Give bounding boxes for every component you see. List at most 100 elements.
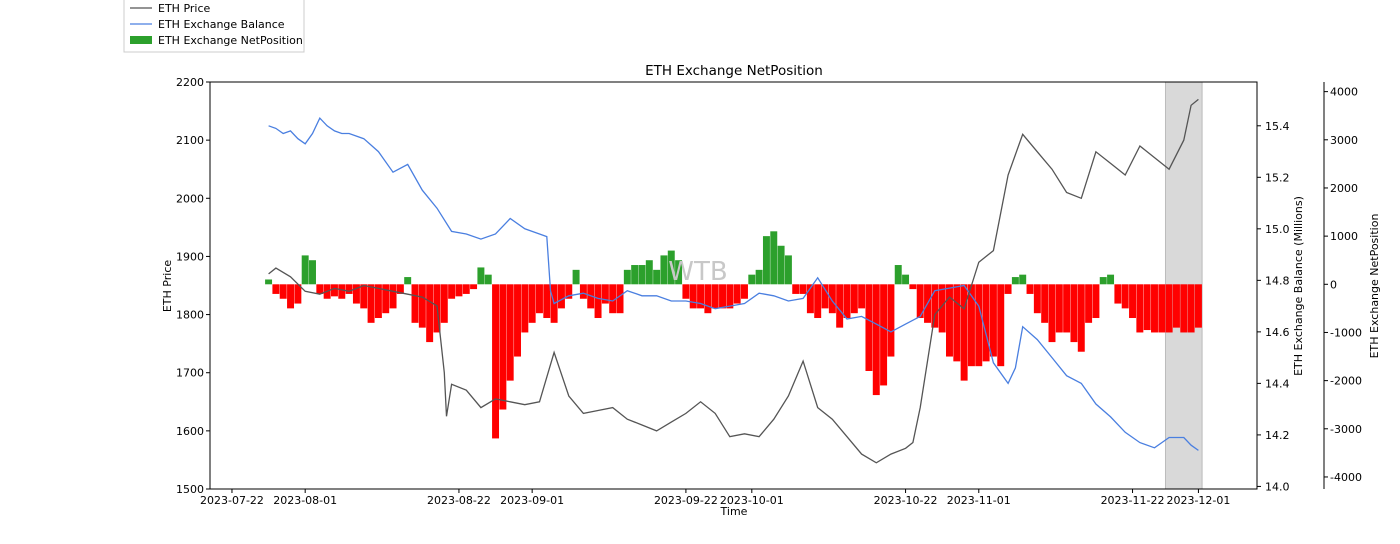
plot-area: WTB <box>209 81 1258 490</box>
netposition-bar <box>667 250 675 285</box>
netposition-bar <box>279 284 287 299</box>
netposition-bar <box>880 284 888 386</box>
netposition-bar <box>1048 284 1056 343</box>
netposition-tick-label: 2000 <box>1330 182 1358 195</box>
netposition-bar <box>521 284 529 333</box>
netposition-bar <box>389 284 397 309</box>
netposition-bar <box>1172 284 1180 328</box>
netposition-bar <box>1041 284 1049 323</box>
x-tick-label: 2023-07-22 <box>200 494 264 507</box>
netposition-bar <box>455 284 463 297</box>
netposition-bar <box>645 260 653 285</box>
netposition-bar <box>309 260 316 285</box>
netposition-bar <box>697 284 705 309</box>
x-tick-label: 2023-08-01 <box>273 494 337 507</box>
netposition-bar <box>499 284 507 410</box>
netposition-bar <box>1180 284 1188 333</box>
netposition-bar <box>653 269 661 285</box>
balance-tick-label: 15.0 <box>1265 223 1290 236</box>
plot-frame <box>209 81 1258 490</box>
netposition-bar <box>887 284 895 357</box>
netposition-bar <box>843 284 851 319</box>
netposition-bar <box>836 284 844 328</box>
netposition-tick-label: 3000 <box>1330 134 1358 147</box>
netposition-bar <box>338 284 346 299</box>
netposition-bar <box>330 284 338 297</box>
netposition-bar <box>265 279 273 285</box>
netposition-bar <box>594 284 602 319</box>
netposition-bar <box>755 269 763 285</box>
netposition-bar <box>916 284 924 319</box>
netposition-bar <box>806 284 814 314</box>
netposition-bar <box>565 284 573 299</box>
netposition-bar <box>1107 274 1115 285</box>
netposition-bar <box>931 284 939 328</box>
netposition-tick-label: -2000 <box>1330 375 1362 388</box>
netposition-bar <box>426 284 434 343</box>
left-tick-label: 2000 <box>176 192 204 205</box>
netposition-bar <box>909 284 917 290</box>
netposition-bar <box>287 284 295 309</box>
netposition-bar <box>543 284 551 319</box>
left-axis: 1500 1600 1700 1800 1900 2000 2100 2200 <box>176 76 210 496</box>
balance-tick-label: 14.6 <box>1265 326 1290 339</box>
balance-tick-label: 14.0 <box>1265 480 1290 493</box>
legend-netposition-label: ETH Exchange NetPosition <box>158 34 303 47</box>
balance-tick-label: 14.8 <box>1265 274 1290 287</box>
netposition-bar <box>345 284 353 294</box>
x-tick-label: 2023-11-01 <box>947 494 1011 507</box>
left-tick-label: 1700 <box>176 367 204 380</box>
netposition-bar <box>528 284 536 323</box>
netposition-bar <box>660 255 668 285</box>
netposition-bar <box>726 284 734 309</box>
balance-tick-label: 14.4 <box>1265 377 1290 390</box>
netposition-bar <box>631 265 639 285</box>
netposition-bar <box>1099 277 1107 285</box>
netposition-bar <box>858 284 866 309</box>
left-tick-label: 2200 <box>176 76 204 89</box>
netposition-bar <box>418 284 426 328</box>
legend-frame <box>123 0 305 53</box>
netposition-tick-label: -1000 <box>1330 326 1362 339</box>
netposition-bar <box>989 284 997 357</box>
netposition-tick-label: 4000 <box>1330 86 1358 99</box>
netposition-bar <box>675 260 683 285</box>
netposition-bar <box>1187 284 1195 333</box>
x-axis-label: Time <box>720 505 748 518</box>
netposition-tick-label: 0 <box>1330 278 1337 291</box>
netposition-bar <box>1085 284 1093 323</box>
netposition-bar <box>579 284 587 299</box>
netposition-bar <box>748 274 756 285</box>
netposition-bar <box>609 284 617 314</box>
netposition-bar <box>506 284 514 381</box>
netposition-bar <box>1019 274 1027 285</box>
left-tick-label: 2100 <box>176 134 204 147</box>
netposition-bar <box>301 255 309 285</box>
netposition-bar <box>953 284 961 362</box>
netposition-bar <box>777 245 785 285</box>
x-tick-label: 2023-09-01 <box>500 494 564 507</box>
netposition-bar <box>1151 284 1158 333</box>
netposition-tick-label: -4000 <box>1330 471 1362 484</box>
netposition-bar <box>396 284 404 294</box>
netposition-bar <box>374 284 382 319</box>
netposition-bar <box>960 284 968 381</box>
netposition-bar <box>411 284 419 323</box>
netposition-bar <box>946 284 953 357</box>
netposition-bar <box>792 284 800 294</box>
netposition-bar <box>784 255 792 285</box>
netposition-bar <box>1158 284 1166 333</box>
x-axis: 2023-07-22 2023-08-01 2023-08-22 2023-09-01… <box>200 489 1230 507</box>
netposition-bar <box>850 284 858 314</box>
legend-balance-label: ETH Exchange Balance <box>158 18 285 31</box>
x-tick-label: 2023-10-01 <box>720 494 784 507</box>
left-tick-label: 1500 <box>176 483 204 496</box>
netposition-bar <box>470 284 478 290</box>
netposition-bar <box>1011 277 1019 285</box>
balance-tick-label: 14.2 <box>1265 429 1290 442</box>
netposition-bar <box>1194 284 1202 328</box>
netposition-bar <box>1165 284 1173 333</box>
right-axis-netposition-label: ETH Exchange NetPosition <box>1368 214 1381 359</box>
netposition-tick-label: 1000 <box>1330 230 1358 243</box>
